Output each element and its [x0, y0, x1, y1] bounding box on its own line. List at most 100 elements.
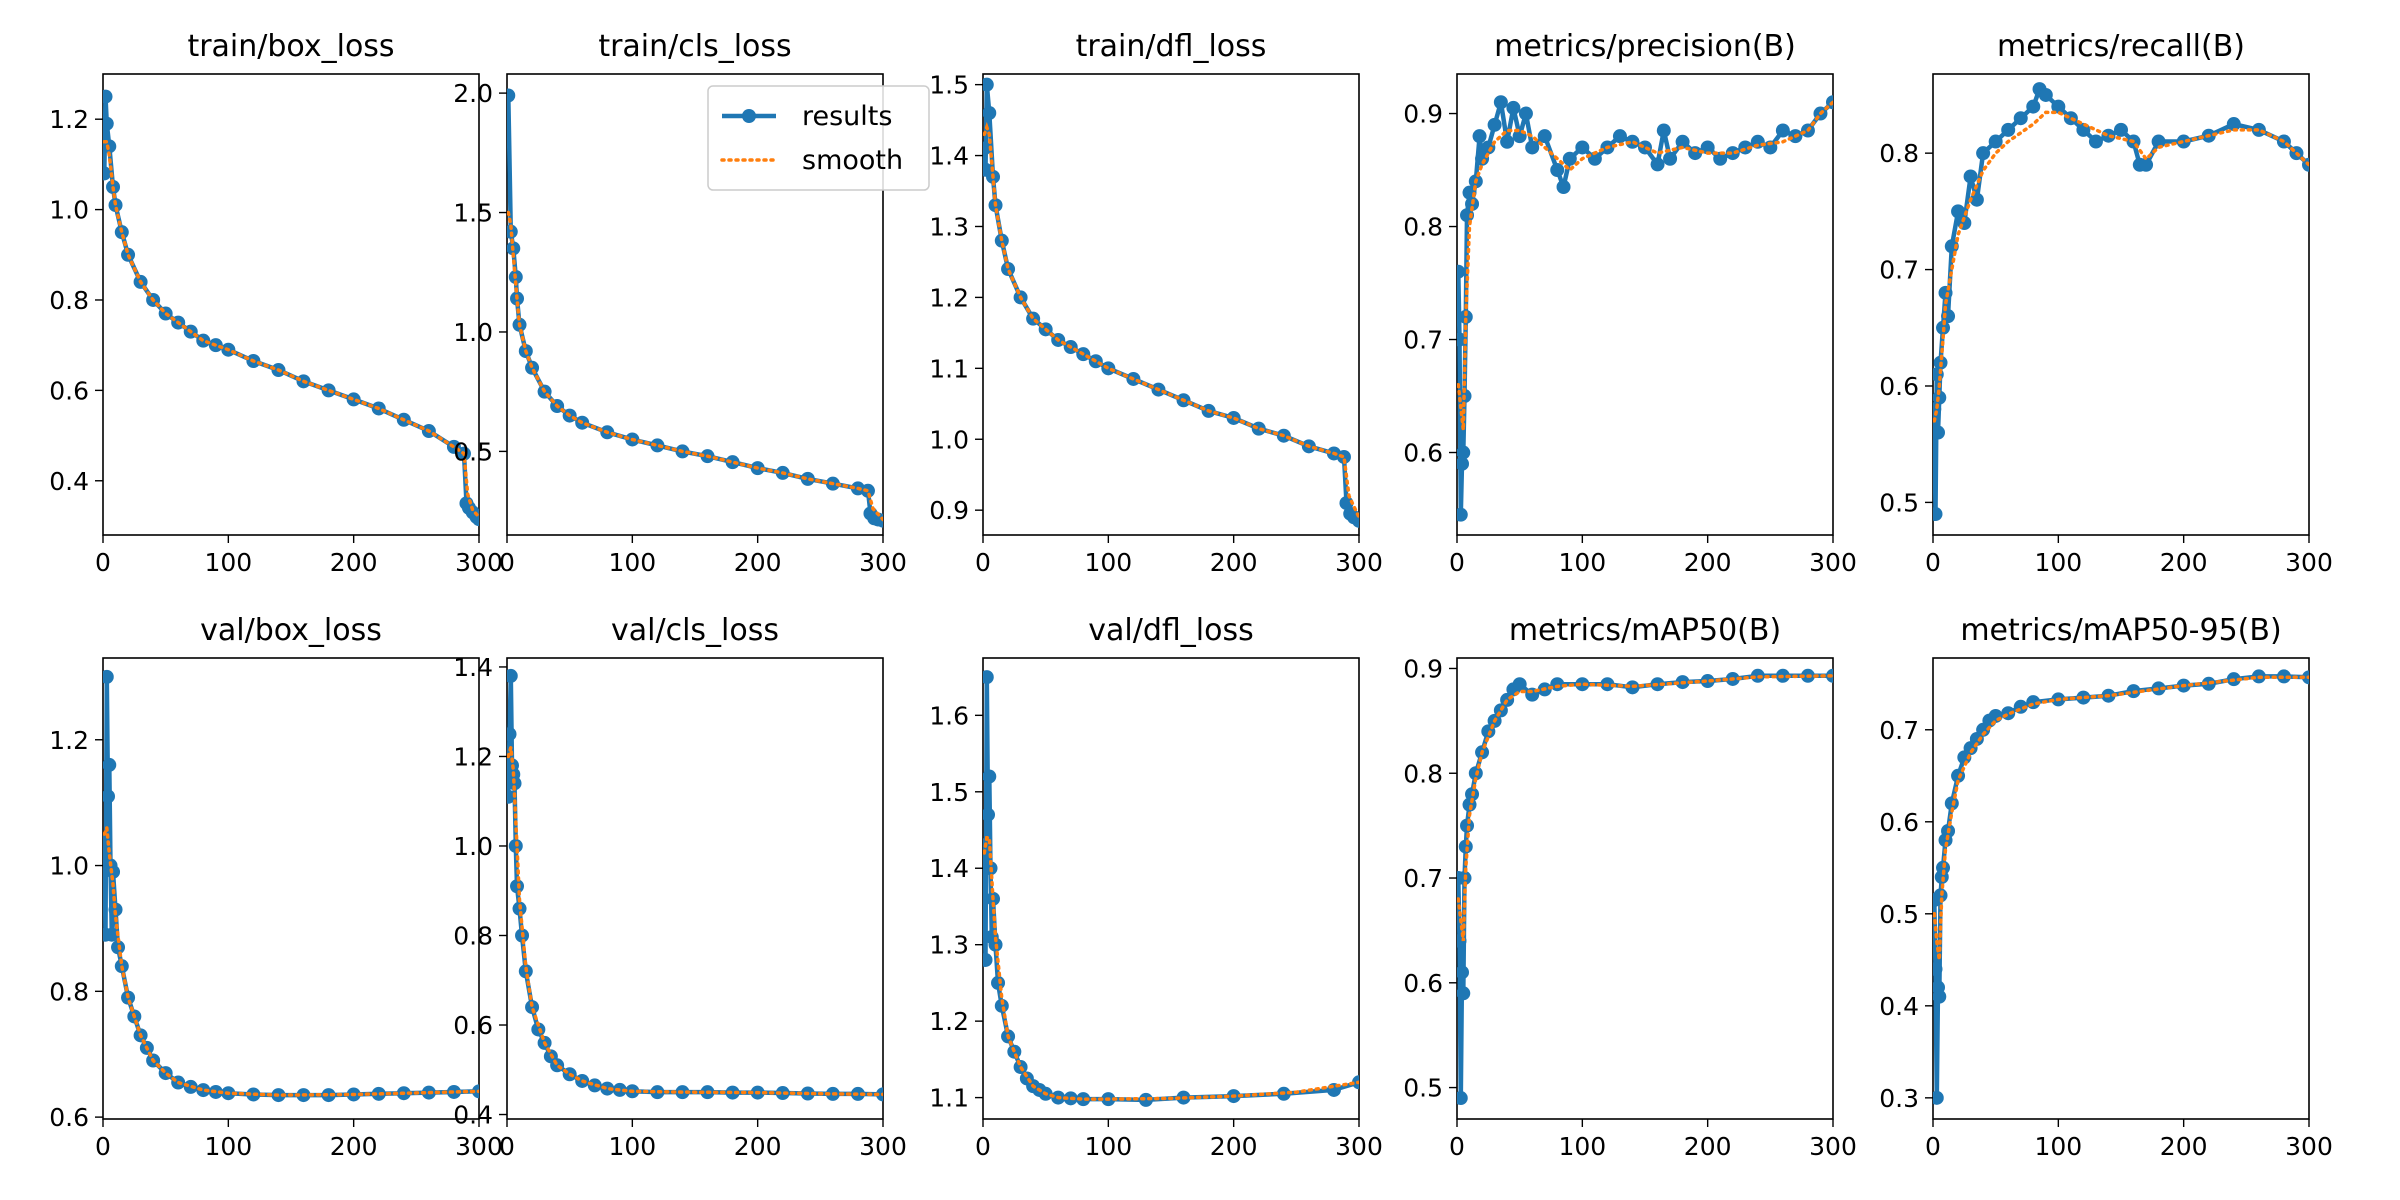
val-dfl-loss-y-tick-label: 1.3 — [929, 931, 969, 960]
metrics-recall-b-results-point — [2139, 157, 2154, 172]
val-cls-loss-y-tick-label: 0.8 — [453, 921, 493, 950]
train-dfl-loss-results-point — [983, 106, 997, 121]
metrics-recall-b-results-point — [2026, 99, 2041, 114]
train-box-loss-x-tick-label: 200 — [330, 548, 378, 577]
metrics-recall-b-results-point — [1963, 169, 1978, 184]
train-box-loss-panel: train/box_loss 0 100 200 300 0.4 0.6 0.8 1.0 1.2 — [49, 29, 503, 577]
metrics-recall-b-y-tick-label: 0.7 — [1879, 256, 1919, 285]
metrics-recall-b-results-point — [1976, 146, 1991, 161]
val-cls-loss-results-point — [775, 1086, 790, 1101]
train-dfl-loss-x-tick-label: 200 — [1210, 548, 1258, 577]
train-box-loss-results-point — [103, 166, 112, 181]
train-cls-loss-results-point — [725, 455, 740, 470]
val-dfl-loss-x-tick-label: 100 — [1084, 1132, 1132, 1161]
train-box-loss-y-tick-label: 1.0 — [49, 196, 89, 225]
val-dfl-loss-results-point — [983, 807, 996, 822]
train-dfl-loss-y-tick-label: 1.5 — [929, 71, 969, 100]
metrics-recall-b-results-point — [2226, 117, 2241, 132]
metrics-map50-b-results-point — [1457, 965, 1470, 980]
metrics-map50-95-b-results-point — [2201, 676, 2216, 691]
metrics-precision-b-results-point — [1493, 95, 1508, 110]
metrics-recall-b-plot-area — [1932, 73, 2310, 536]
val-dfl-loss-title: val/dfl_loss — [1088, 613, 1253, 648]
val-cls-loss-y-tick-label: 1.0 — [453, 832, 493, 861]
metrics-map50-95-b-x-tick-label: 200 — [2160, 1132, 2208, 1161]
metrics-precision-b-results-point — [1457, 507, 1468, 522]
val-dfl-loss-results-point — [983, 952, 993, 967]
legend: results smooth — [707, 85, 930, 191]
metrics-map50-95-b-results-point — [1951, 768, 1966, 783]
val-cls-loss-results-point — [507, 668, 518, 683]
metrics-map50-95-b-results-point — [1933, 888, 1948, 903]
metrics-precision-b-panel: metrics/precision(B) 0 100 200 300 0.6 0.7 0.8 0… — [1403, 29, 1857, 577]
metrics-map50-b-x-tick-label: 0 — [1449, 1132, 1465, 1161]
metrics-recall-b-results-point — [2038, 87, 2053, 102]
metrics-recall-b-results-point — [2051, 99, 2066, 114]
metrics-precision-b-results-point — [1472, 129, 1487, 144]
metrics-map50-95-b-results-point — [1933, 989, 1947, 1004]
metrics-map50-95-b-smooth-line — [1933, 675, 2309, 961]
val-dfl-loss-x-tick-label: 200 — [1210, 1132, 1258, 1161]
train-dfl-loss-plot-area — [982, 73, 1360, 536]
metrics-precision-b-results-point — [1458, 309, 1473, 324]
val-box-loss-results-point — [196, 1083, 211, 1098]
val-cls-loss-results-point — [510, 879, 525, 894]
train-box-loss-y-tick-label: 0.8 — [49, 286, 89, 315]
train-dfl-loss-panel: train/dfl_loss 0 100 200 300 0.9 1.0 1.1 1.2 1.3 1… — [929, 29, 1383, 577]
val-box-loss-results-point — [158, 1066, 173, 1081]
val-dfl-loss-results-point — [991, 975, 1006, 990]
val-box-loss-x-tick-label: 300 — [455, 1132, 503, 1161]
metrics-recall-b-results-point — [2151, 134, 2166, 149]
val-box-loss-x-tick-label: 100 — [204, 1132, 252, 1161]
metrics-precision-b-results-point — [1650, 157, 1665, 172]
metrics-precision-b-x-tick-label: 100 — [1558, 548, 1606, 577]
metrics-map50-b-results-point — [1550, 677, 1565, 692]
metrics-map50-95-b-y-tick-label: 0.6 — [1879, 808, 1919, 837]
val-dfl-loss-x-tick-label: 300 — [1335, 1132, 1383, 1161]
metrics-recall-b-results-point — [1941, 309, 1956, 324]
val-cls-loss-x-tick-label: 100 — [608, 1132, 656, 1161]
val-dfl-loss-panel: val/dfl_loss 0 100 200 300 1.1 1.2 1.3 1.4 1.5 1.6 — [929, 613, 1383, 1161]
metrics-precision-b-results-point — [1525, 140, 1540, 155]
metrics-map50-95-b-results-point — [2276, 669, 2291, 684]
legend-results-marker — [742, 109, 756, 123]
val-dfl-loss-y-tick-label: 1.6 — [929, 701, 969, 730]
val-cls-loss-y-tick-label: 1.2 — [453, 742, 493, 771]
legend-results-label: results — [802, 101, 892, 132]
train-cls-loss-smooth-line — [507, 210, 883, 522]
metrics-map50-b-x-tick-label: 200 — [1684, 1132, 1732, 1161]
metrics-recall-b-x-tick-label: 100 — [2034, 548, 2082, 577]
metrics-recall-b-results-point — [1933, 425, 1946, 440]
val-dfl-loss-results-point — [1076, 1092, 1091, 1107]
metrics-precision-b-results-point — [1713, 151, 1728, 166]
val-box-loss-plot-area — [102, 657, 480, 1120]
train-cls-loss-y-tick-label: 1.5 — [453, 199, 493, 228]
train-box-loss-smooth-line — [103, 140, 479, 519]
metrics-map50-b-title: metrics/mAP50(B) — [1509, 613, 1781, 648]
train-cls-loss-results-point — [650, 438, 665, 453]
train-dfl-loss-y-tick-label: 0.9 — [929, 496, 969, 525]
metrics-map50-95-b-results-point — [1933, 1090, 1944, 1105]
val-box-loss-results-point — [108, 902, 123, 917]
val-cls-loss-title: val/cls_loss — [611, 613, 779, 648]
metrics-map50-b-x-tick-label: 300 — [1809, 1132, 1857, 1161]
train-box-loss-results-point — [472, 512, 479, 527]
metrics-recall-b-y-tick-label: 0.5 — [1879, 488, 1919, 517]
val-box-loss-results-point — [321, 1088, 336, 1103]
metrics-precision-b-results-point — [1663, 151, 1678, 166]
train-dfl-loss-smooth-line — [983, 121, 1359, 520]
val-box-loss-results-point — [103, 757, 117, 772]
metrics-recall-b-panel: metrics/recall(B) 0 100 200 300 0.5 0.6 0.7 0.8 — [1879, 29, 2333, 577]
metrics-precision-b-y-tick-label: 0.6 — [1403, 439, 1443, 468]
train-cls-loss-x-tick-label: 100 — [608, 548, 656, 577]
metrics-recall-b-results-point — [2114, 122, 2128, 137]
metrics-precision-b-y-tick-label: 0.7 — [1403, 326, 1443, 355]
metrics-map50-b-y-tick-label: 0.5 — [1403, 1074, 1443, 1103]
metrics-recall-b-results-point — [1988, 134, 2003, 149]
metrics-precision-b-results-point — [1688, 146, 1703, 161]
val-dfl-loss-plot-area — [982, 657, 1360, 1120]
val-dfl-loss-y-tick-label: 1.2 — [929, 1007, 969, 1036]
train-cls-loss-x-tick-label: 200 — [734, 548, 782, 577]
metrics-recall-b-results-point — [1969, 192, 1984, 207]
